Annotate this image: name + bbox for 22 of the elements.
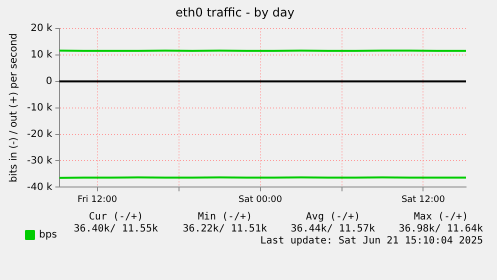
x-tick-label: Sat 00:00 xyxy=(238,194,282,205)
y-tick-label: 20 k xyxy=(30,22,53,34)
y-tick-label: -30 k xyxy=(26,155,52,166)
x-tick-label: Fri 12:00 xyxy=(78,194,118,205)
text: Min (-/+) xyxy=(198,212,252,223)
text: Avg (-/+) xyxy=(306,212,360,223)
chart-title: eth0 traffic - by day xyxy=(176,5,294,20)
text: 36.40k/ 11.55k xyxy=(74,224,158,235)
y-tick-label: 0 xyxy=(46,76,52,87)
text: Last update: Sat Jun 21 15:10:04 2025 xyxy=(260,236,483,247)
y-axis-title: bits in (-) / out (+) per second xyxy=(8,33,20,182)
text: Cur (-/+) xyxy=(88,212,144,223)
y-tick-label: 10 k xyxy=(30,49,53,60)
text: 36.22k/ 11.51k xyxy=(182,224,267,235)
text: 36.98k/ 11.64k xyxy=(398,224,483,235)
text: Max (-/+) xyxy=(414,212,468,223)
legend-label: bps xyxy=(39,230,57,241)
x-tick-label: Sat 12:00 xyxy=(401,194,446,205)
y-tick-label: -20 k xyxy=(26,128,52,140)
text: 36.44k/ 11.57k xyxy=(290,224,375,235)
y-tick-label: -10 k xyxy=(26,102,52,114)
y-tick-label: -40 k xyxy=(26,182,52,193)
